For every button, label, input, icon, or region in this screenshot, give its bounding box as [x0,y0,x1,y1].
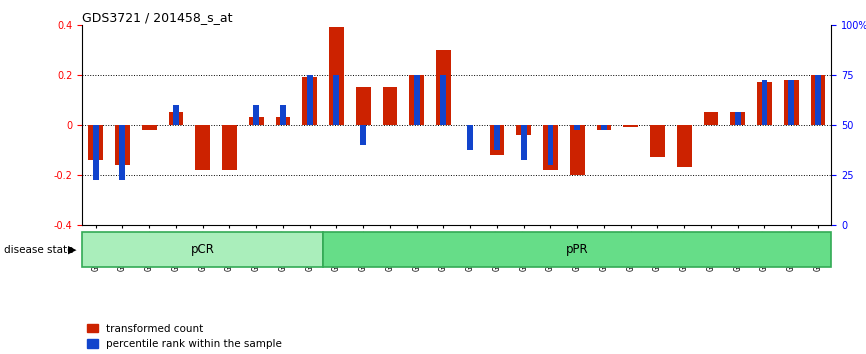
Bar [307,75,313,125]
Bar [120,125,126,180]
Bar [730,112,745,125]
Bar [173,105,179,125]
Bar [520,125,527,160]
Bar [788,80,794,125]
Bar [677,125,692,167]
Bar [597,125,611,130]
Bar [703,112,718,125]
Bar [601,125,607,130]
Legend: transformed count, percentile rank within the sample: transformed count, percentile rank withi… [87,324,282,349]
Bar [88,125,103,160]
Bar [761,80,767,125]
Bar [280,105,286,125]
Bar [222,125,236,170]
Bar [383,87,397,125]
Bar [784,80,798,125]
Bar [624,125,638,127]
Bar [815,75,821,125]
Bar [142,125,157,130]
Bar [253,105,259,125]
Bar [570,125,585,175]
Bar [468,125,473,150]
Bar [734,112,740,125]
Bar [650,125,665,157]
Bar [275,117,290,125]
Bar [757,82,772,125]
Bar [516,125,531,135]
Bar [249,117,263,125]
Bar [333,75,339,125]
Bar [811,75,825,125]
Bar [574,125,580,130]
Bar [547,125,553,165]
Bar [302,77,317,125]
Bar [414,75,420,125]
Bar [360,125,366,145]
Bar [436,50,451,125]
Text: GDS3721 / 201458_s_at: GDS3721 / 201458_s_at [82,11,233,24]
Bar [93,125,99,180]
Bar [489,125,504,155]
Bar [329,27,344,125]
Text: disease state: disease state [4,245,74,255]
Bar [356,87,371,125]
Bar [410,75,424,125]
Text: pCR: pCR [191,243,215,256]
Bar [196,125,210,170]
Bar [543,125,558,170]
Bar [441,75,446,125]
Bar [494,125,500,150]
Text: ▶: ▶ [68,245,76,255]
Text: pPR: pPR [565,243,589,256]
Bar [115,125,130,165]
Bar [169,112,184,125]
